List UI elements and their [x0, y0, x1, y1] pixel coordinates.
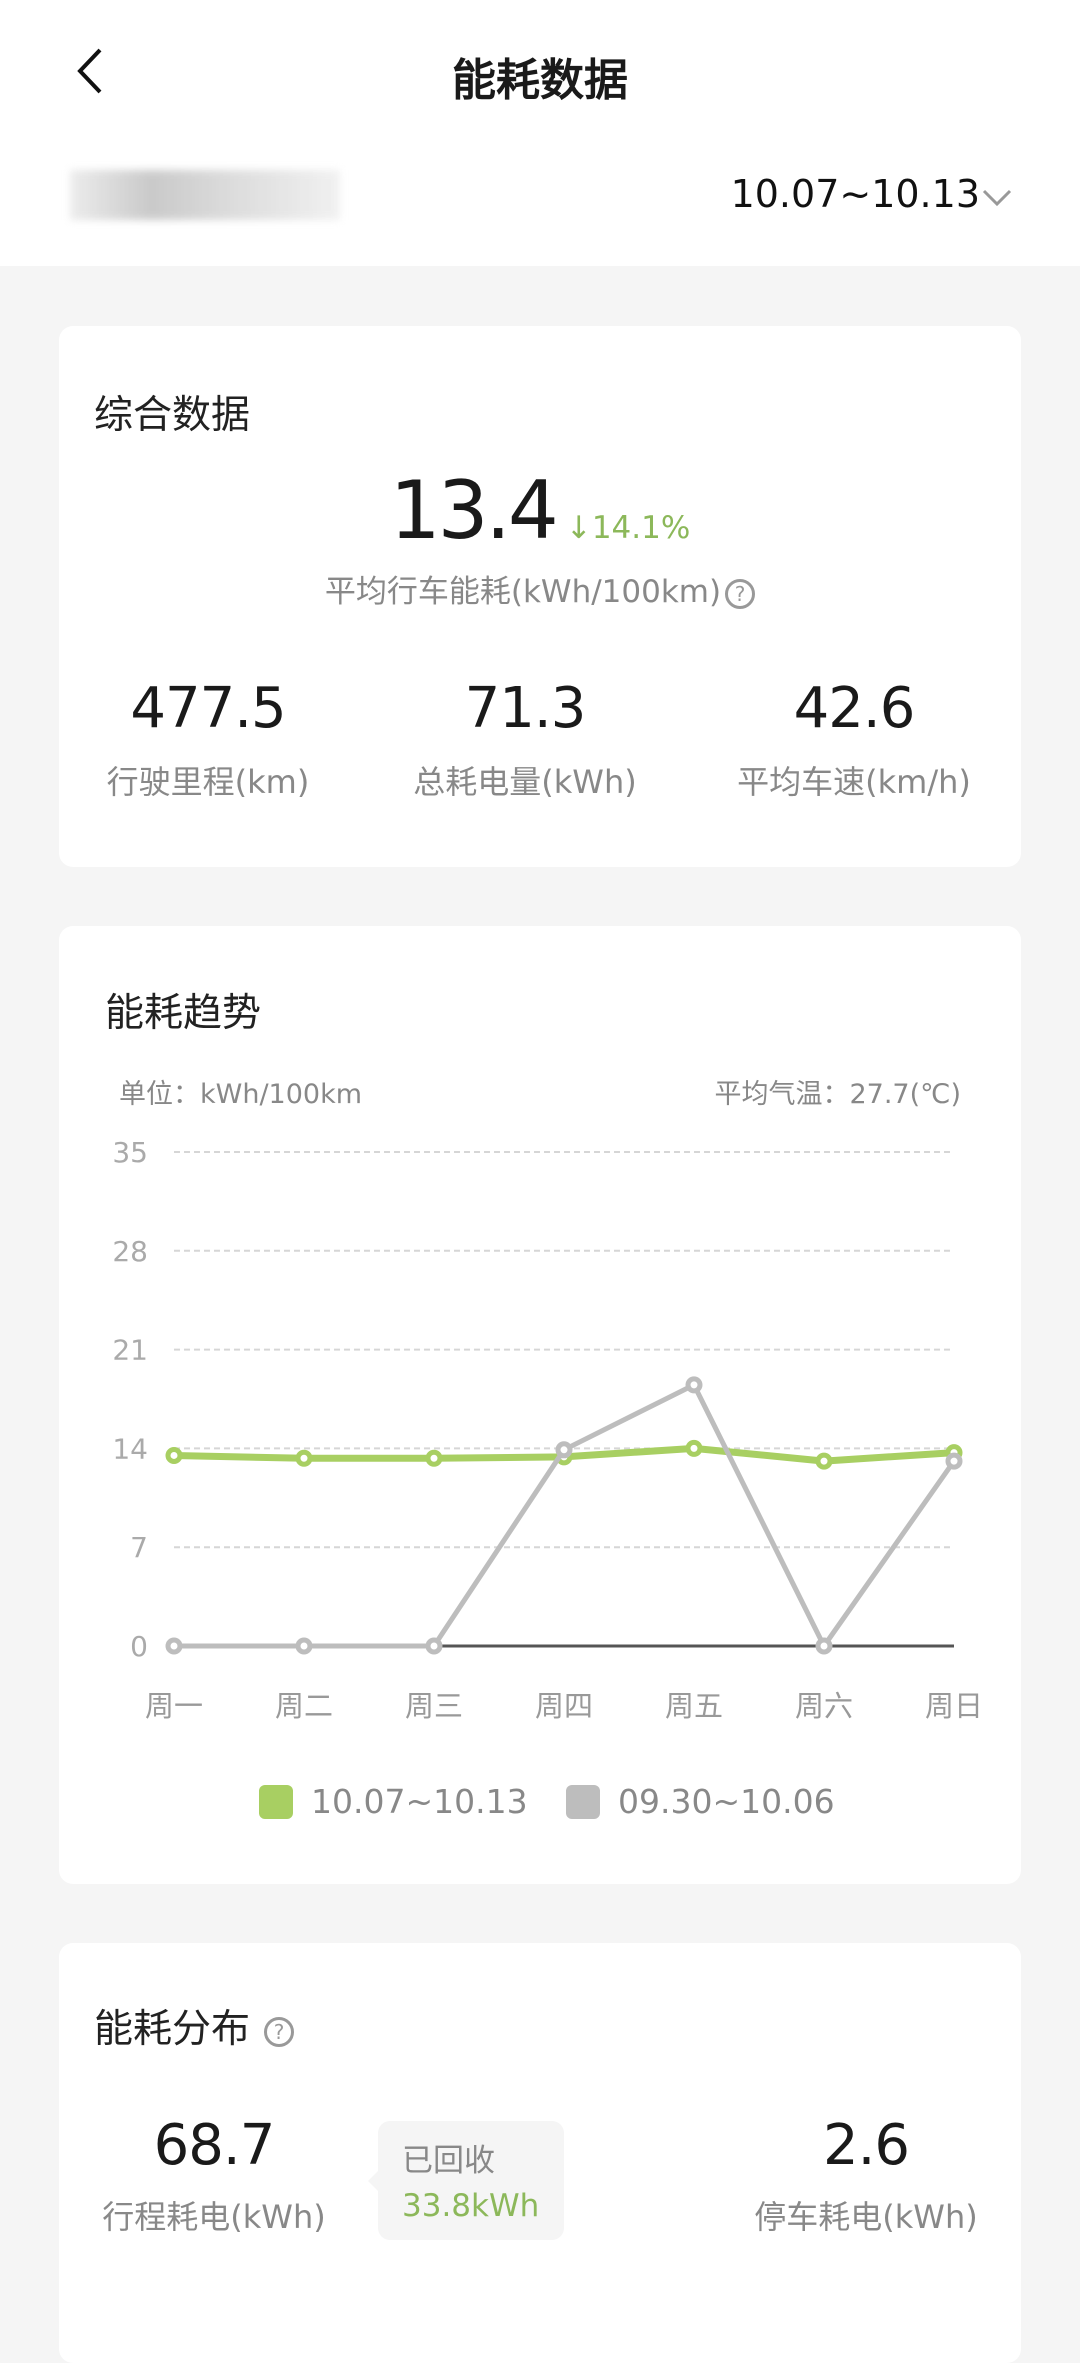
x-tick-label: 周五 — [665, 1689, 723, 1723]
y-tick-label: 14 — [112, 1432, 148, 1465]
help-icon[interactable]: ? — [264, 2016, 295, 2047]
y-tick-label: 28 — [112, 1235, 148, 1268]
data-point — [165, 1446, 183, 1464]
series-line-1 — [174, 1382, 957, 1649]
trend-card: 能耗趋势 单位：kWh/100km 平均气温：27.7(℃) — [59, 926, 1021, 1884]
legend-item-current[interactable]: 10.07~10.13 — [259, 1782, 528, 1821]
data-point — [685, 1376, 703, 1394]
unit-label: 单位：kWh/100km — [119, 1079, 363, 1110]
top-bar: 能耗数据 10.07~10.13 — [0, 0, 1080, 266]
trend-title: 能耗趋势 — [105, 991, 262, 1036]
trend-chart: 0 7 14 21 28 35 周一 周二 周三 周四 周五 周六 周日 — [112, 1136, 983, 1723]
avg-consumption-label: 平均行车能耗(kWh/100km) — [324, 574, 722, 610]
stat-distance: 477.5 行驶里程(km) — [106, 676, 310, 801]
y-tick-label: 35 — [112, 1136, 148, 1169]
legend-swatch — [566, 1784, 600, 1819]
trip-consumption: 68.7 行程耗电(kWh) — [102, 2113, 326, 2236]
data-point — [685, 1439, 703, 1457]
parking-consumption: 2.6 停车耗电(kWh) — [754, 2113, 978, 2236]
date-range-selector[interactable]: 10.07~10.13 — [730, 172, 980, 216]
x-tick-label: 周四 — [535, 1689, 593, 1723]
data-point — [815, 1637, 833, 1655]
vehicle-name-blurred — [70, 170, 340, 220]
y-tick-label: 0 — [130, 1630, 148, 1663]
data-point — [295, 1637, 313, 1655]
x-tick-label: 周六 — [795, 1689, 853, 1723]
data-point — [555, 1441, 573, 1459]
stat-speed: 42.6 平均车速(km/h) — [737, 676, 971, 801]
data-point — [425, 1637, 443, 1655]
y-tick-label: 21 — [112, 1334, 148, 1367]
chevron-down-icon[interactable] — [982, 188, 1012, 208]
back-arrow-icon[interactable] — [68, 46, 118, 96]
summary-title: 综合数据 — [94, 393, 251, 438]
x-tick-label: 周日 — [925, 1689, 983, 1723]
page-title: 能耗数据 — [452, 55, 628, 106]
stat-energy: 71.3 总耗电量(kWh) — [413, 676, 637, 801]
distribution-title: 能耗分布 — [94, 2007, 251, 2052]
change-indicator: ↓14.1% — [565, 510, 691, 546]
data-point — [945, 1452, 963, 1470]
recovered-energy-bubble: 已回收 33.8kWh — [368, 2121, 564, 2240]
data-point — [295, 1449, 313, 1467]
data-point — [815, 1452, 833, 1470]
arrow-down-icon: ↓ — [565, 510, 592, 546]
x-tick-label: 周一 — [145, 1689, 203, 1723]
help-icon[interactable]: ? — [725, 578, 756, 609]
x-tick-label: 周三 — [405, 1689, 463, 1723]
y-tick-label: 7 — [130, 1531, 148, 1564]
legend-item-previous[interactable]: 09.30~10.06 — [566, 1782, 835, 1821]
summary-card: 综合数据 13.4 ↓14.1% 平均行车能耗(kWh/100km)? 477.5… — [59, 326, 1021, 867]
avg-consumption-value: 13.4 — [389, 464, 559, 557]
data-point — [425, 1449, 443, 1467]
data-point — [165, 1637, 183, 1655]
avg-temp-label: 平均气温：27.7(℃) — [714, 1079, 961, 1110]
x-tick-label: 周二 — [275, 1689, 333, 1723]
legend-swatch — [259, 1784, 293, 1819]
